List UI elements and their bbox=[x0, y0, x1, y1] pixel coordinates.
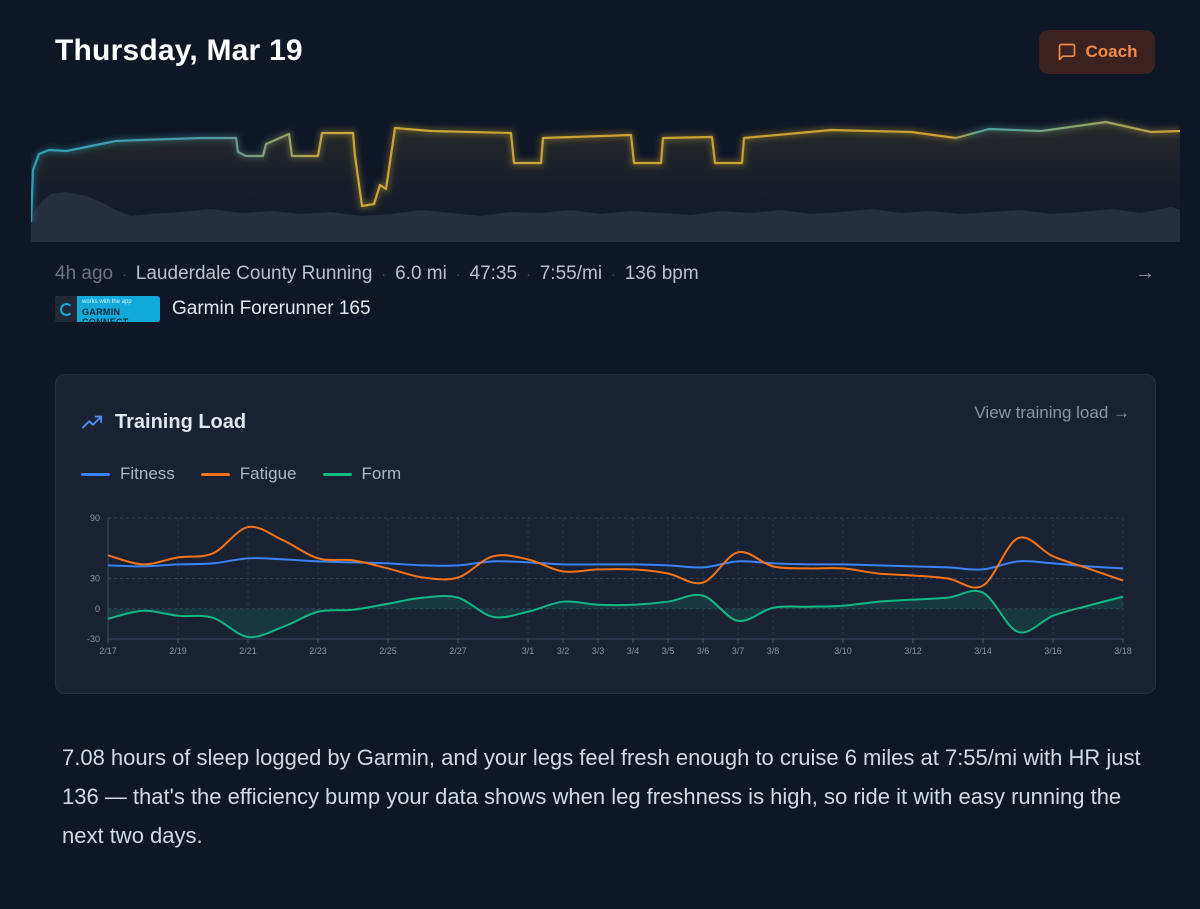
separator-dot: · bbox=[611, 266, 616, 282]
activity-meta: 4h ago · Lauderdale County Running · 6.0… bbox=[55, 262, 1155, 286]
legend-swatch-fitness bbox=[81, 472, 110, 476]
separator-dot: · bbox=[526, 266, 531, 282]
training-load-chart[interactable]: 90 30 0 -30 2/17 2/19 2/21 2/23 2/25 2/27 3/1 3/2 3/… bbox=[56, 375, 1157, 675]
view-training-load-link[interactable]: View training load → bbox=[974, 403, 1130, 422]
form-area bbox=[108, 590, 1123, 638]
activity-duration: 47:35 bbox=[469, 263, 518, 284]
legend-label-fitness: Fitness bbox=[120, 464, 175, 483]
x-tick-label: 2/25 bbox=[379, 646, 397, 656]
x-tick-label: 3/10 bbox=[834, 646, 852, 656]
activity-distance: 6.0 mi bbox=[395, 263, 447, 284]
training-load-title-text: Training Load bbox=[115, 411, 247, 433]
activity-route-graphic[interactable] bbox=[31, 110, 1180, 242]
badge-line2: GARMIN CONNECT bbox=[82, 307, 129, 327]
coach-button[interactable]: Coach bbox=[1039, 30, 1155, 74]
x-tick-label: 2/17 bbox=[99, 646, 117, 656]
x-tick-label: 3/5 bbox=[662, 646, 675, 656]
header: Thursday, Mar 19 Coach bbox=[55, 30, 1155, 74]
coach-button-label: Coach bbox=[1085, 42, 1138, 61]
x-tick-label: 2/21 bbox=[239, 646, 257, 656]
x-tick-label: 3/6 bbox=[697, 646, 710, 656]
x-tick-label: 3/8 bbox=[767, 646, 780, 656]
x-tick-label: 3/7 bbox=[732, 646, 745, 656]
x-tick-label: 3/14 bbox=[974, 646, 992, 656]
legend-label-fatigue: Fatigue bbox=[239, 464, 297, 483]
activity-time: 4h ago bbox=[55, 263, 114, 284]
separator-dot: · bbox=[455, 266, 461, 282]
device-row: works with the app GARMIN CONNECT Garmin… bbox=[55, 296, 371, 327]
x-tick-label: 3/18 bbox=[1114, 646, 1132, 656]
x-tick-label: 2/27 bbox=[449, 646, 467, 656]
garmin-connect-logo-icon bbox=[55, 296, 77, 322]
x-tick-label: 3/2 bbox=[557, 646, 570, 656]
separator-dot: · bbox=[381, 266, 387, 282]
heart-rate-area bbox=[31, 192, 1180, 242]
x-tick-label: 2/19 bbox=[169, 646, 187, 656]
chart-legend: Fitness Fatigue Form bbox=[81, 464, 401, 484]
y-tick-label: -30 bbox=[87, 634, 100, 644]
legend-swatch-form bbox=[322, 472, 352, 476]
legend-item-form[interactable]: Form bbox=[322, 464, 402, 484]
y-tick-label: 0 bbox=[95, 604, 100, 614]
x-tick-label: 3/16 bbox=[1044, 646, 1062, 656]
badge-line1: works with the app bbox=[82, 299, 132, 305]
form-line bbox=[107, 589, 1124, 639]
training-load-card: Training Load View training load → Fitne… bbox=[55, 374, 1156, 694]
x-tick-label: 2/23 bbox=[309, 646, 327, 656]
training-load-title: Training Load bbox=[81, 411, 246, 434]
activity-heart-rate: 136 bpm bbox=[624, 263, 699, 284]
page-title: Thursday, Mar 19 bbox=[55, 34, 303, 67]
x-tick-label: 3/4 bbox=[627, 646, 640, 656]
x-tick-label: 3/12 bbox=[904, 646, 922, 656]
fatigue-line bbox=[107, 525, 1124, 589]
legend-swatch-fatigue bbox=[200, 472, 230, 476]
trending-up-icon bbox=[81, 415, 103, 428]
fitness-line bbox=[107, 557, 1124, 571]
separator-dot: · bbox=[122, 266, 127, 282]
activity-name[interactable]: Lauderdale County Running bbox=[135, 263, 373, 284]
x-tick-label: 3/3 bbox=[592, 646, 605, 656]
route-curve bbox=[31, 120, 1180, 223]
legend-item-fitness[interactable]: Fitness bbox=[81, 464, 175, 484]
legend-item-fatigue[interactable]: Fatigue bbox=[200, 464, 297, 484]
legend-label-form: Form bbox=[361, 464, 402, 483]
arrow-right-icon[interactable]: → bbox=[1135, 262, 1155, 284]
y-tick-label: 30 bbox=[90, 574, 100, 584]
x-tick-label: 3/1 bbox=[522, 646, 535, 656]
device-name: Garmin Forerunner 165 bbox=[172, 298, 371, 319]
garmin-connect-badge: works with the app GARMIN CONNECT bbox=[55, 296, 160, 327]
message-square-icon bbox=[1058, 43, 1075, 61]
y-tick-label: 90 bbox=[90, 513, 100, 523]
coach-summary: 7.08 hours of sleep logged by Garmin, an… bbox=[62, 745, 1141, 848]
activity-pace: 7:55/mi bbox=[539, 263, 603, 284]
